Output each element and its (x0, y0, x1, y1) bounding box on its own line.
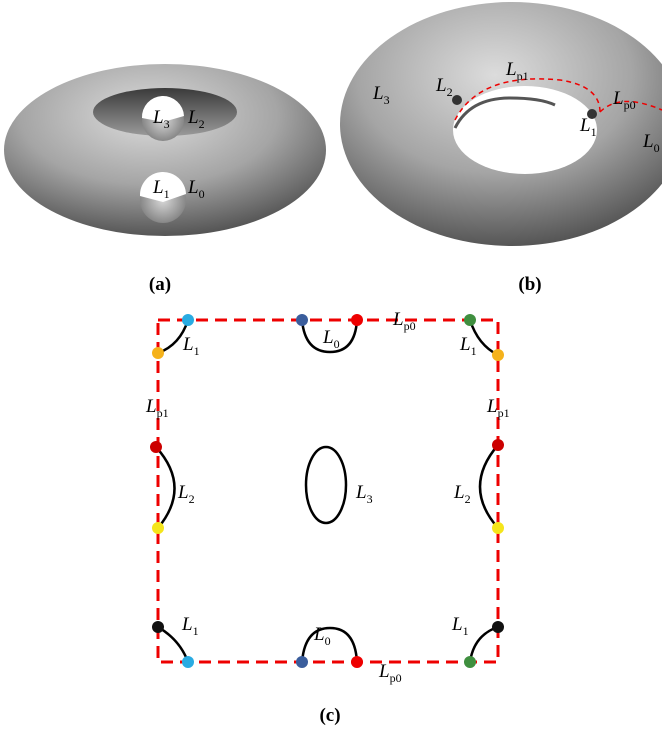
label-main: L (392, 309, 404, 330)
label-subscript: 1 (591, 125, 597, 139)
label-subscript: 2 (447, 85, 453, 99)
label-subscript: p0 (404, 319, 416, 333)
label-main: L (642, 131, 654, 152)
label-main: L (451, 614, 463, 635)
endpoints (150, 314, 504, 668)
label-main: L (459, 334, 471, 355)
label-subscript: 3 (164, 117, 170, 131)
label-subscript: 1 (194, 344, 200, 358)
label-main: L (313, 624, 325, 645)
label-subscript: 1 (193, 624, 199, 638)
label-subscript: 2 (199, 117, 205, 131)
label-subscript: 2 (465, 492, 471, 506)
label-subscript: 0 (199, 187, 205, 201)
diagram-c (156, 320, 498, 662)
label-subscript: 0 (654, 141, 660, 155)
curve-label: L1 (182, 334, 200, 358)
label-main: L (453, 482, 465, 503)
torus-b (340, 2, 662, 246)
label-subscript: 0 (325, 634, 331, 648)
label-main: L (579, 115, 591, 136)
label-main: L (182, 334, 194, 355)
label-main: L (187, 107, 199, 128)
label-main: L (152, 107, 164, 128)
label-subscript: 2 (189, 492, 195, 506)
label-subscript: 3 (384, 93, 390, 107)
caption: (b) (518, 274, 541, 295)
curve-label: L0 (322, 327, 340, 351)
caption: (c) (319, 705, 340, 726)
label-subscript: p0 (390, 671, 402, 685)
torus-a (4, 64, 326, 236)
label-subscript: 0 (334, 337, 340, 351)
label-subscript: 1 (463, 624, 469, 638)
caption: (a) (149, 274, 171, 295)
label-main: L (187, 177, 199, 198)
label-main: L (145, 396, 157, 417)
label-subscript: p1 (517, 69, 529, 83)
label-subscript: 1 (471, 344, 477, 358)
label-subscript: p1 (157, 406, 169, 420)
label-main: L (435, 75, 447, 96)
label-subscript: p1 (498, 406, 510, 420)
curve-label: L1 (451, 614, 469, 638)
label-main: L (378, 661, 390, 682)
label-main: L (177, 482, 189, 503)
label-main: L (355, 482, 367, 503)
label-subscript: 3 (367, 492, 373, 506)
label-main: L (486, 396, 498, 417)
figure: (a) (b) (c) L3L2L1L0L3L2Lp1Lp0L1L0L1L0Lp… (0, 0, 662, 729)
curve-label: Lp0 (378, 661, 402, 685)
label-main: L (505, 59, 517, 80)
curve-label: L2 (177, 482, 195, 506)
label-main: L (181, 614, 193, 635)
label-main: L (152, 177, 164, 198)
curve-label: L1 (459, 334, 477, 358)
curve-label: L3 (355, 482, 373, 506)
label-main: L (612, 88, 624, 109)
label-subscript: p0 (624, 98, 636, 112)
label-subscript: 1 (164, 187, 170, 201)
curve-label: L2 (453, 482, 471, 506)
label-main: L (322, 327, 334, 348)
label-main: L (372, 83, 384, 104)
curve-label: Lp0 (392, 309, 416, 333)
curve-label: L1 (181, 614, 199, 638)
